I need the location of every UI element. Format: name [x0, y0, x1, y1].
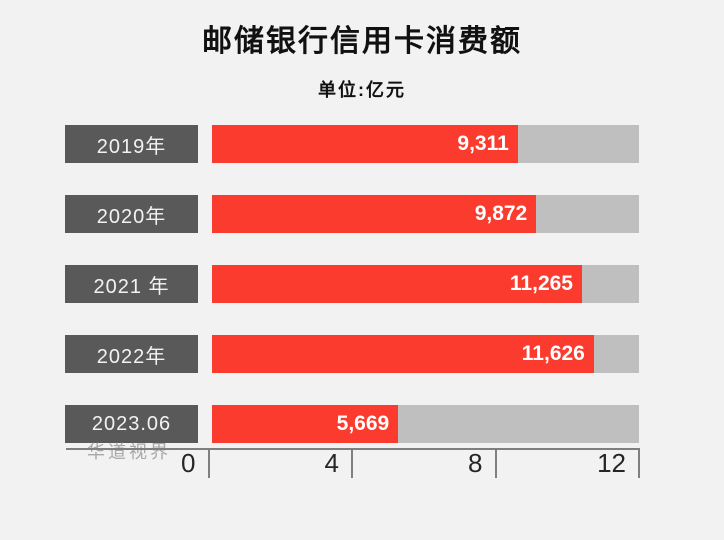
bar-track: 9,872 — [212, 195, 639, 233]
bar-value: 9,872 — [474, 202, 528, 225]
chart-title: 邮储银行信用卡消费额 — [202, 25, 522, 58]
axis-tick-label: 12 — [597, 448, 626, 478]
chart-row: 2022年 11,626 — [0, 335, 724, 373]
axis-tick-label: 0 — [181, 448, 196, 478]
watermark: 华道视界 — [87, 442, 171, 462]
bar-fill: 5,669 — [212, 405, 399, 443]
bar-value: 11,626 — [521, 342, 585, 365]
axis-tick-label: 8 — [468, 448, 483, 478]
bar-fill: 11,265 — [212, 265, 582, 303]
chart-row: 2021 年 11,265 — [0, 265, 724, 303]
axis-tick-label: 4 — [324, 448, 339, 478]
axis-tick-cell: 12 — [497, 448, 640, 478]
axis-tick-cell: 8 — [353, 450, 497, 478]
chart-row: 2020年 9,872 — [0, 195, 724, 233]
bar-track: 9,311 — [212, 125, 639, 163]
axis-tick-cell: 4 — [210, 448, 353, 478]
category-label: 2023.06 — [65, 405, 198, 443]
x-axis: 0 4 8 12 — [66, 448, 640, 478]
unit-label: 单位:亿元 — [318, 80, 406, 100]
bar-value: 9,311 — [457, 132, 509, 155]
axis-tick-cell: 0 — [66, 450, 210, 478]
bar-value: 11,265 — [509, 272, 573, 295]
chart-row: 2023.06 5,669 — [0, 405, 724, 443]
category-label: 2020年 — [65, 195, 198, 233]
bar-fill: 9,872 — [212, 195, 537, 233]
bar-fill: 11,626 — [212, 335, 594, 373]
bar-track: 11,626 — [212, 335, 639, 373]
bar-track: 11,265 — [212, 265, 639, 303]
chart-row: 2019年 9,311 — [0, 125, 724, 163]
bar-track: 5,669 — [212, 405, 639, 443]
category-label: 2021 年 — [65, 265, 198, 303]
bar-fill: 9,311 — [212, 125, 518, 163]
category-label: 2022年 — [65, 335, 198, 373]
bar-value: 5,669 — [336, 412, 390, 435]
category-label: 2019年 — [65, 125, 198, 163]
